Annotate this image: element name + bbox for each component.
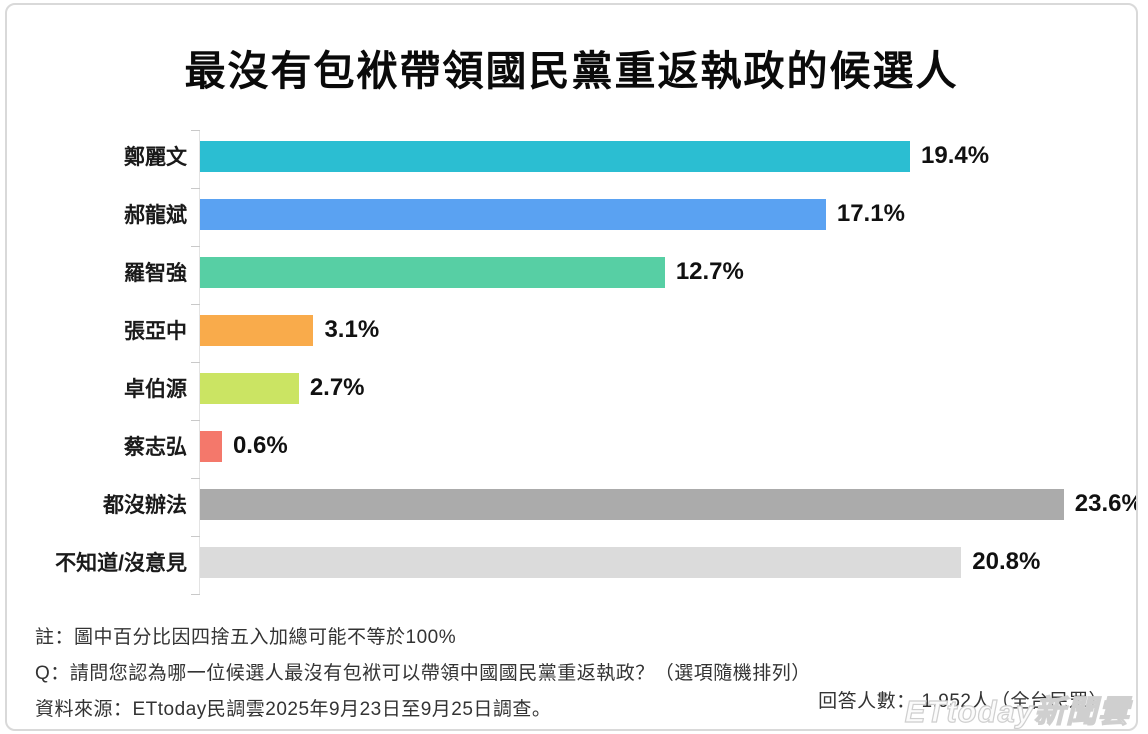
data-source: 資料來源：ETtoday民調雲2025年9月23日至9月25日調查。	[35, 699, 552, 720]
bar-track: 19.4%	[200, 140, 1136, 172]
category-label: 張亞中	[124, 320, 187, 343]
axis-tick	[191, 420, 200, 421]
bar-鄭麗文	[200, 140, 911, 172]
survey-question: Q：請問您認為哪一位候選人最沒有包袱可以帶領中國國民黨重返執政？（選項隨機排列）	[35, 663, 811, 684]
footnote-rounding: 註：圖中百分比因四捨五入加總可能不等於100%	[35, 627, 457, 648]
bar-track: 20.8%	[200, 546, 1136, 578]
category-label: 不知道/沒意見	[55, 552, 187, 575]
bar-track: 3.1%	[200, 314, 1136, 346]
bar-羅智強	[200, 256, 665, 288]
bar-row: 蔡志弘 0.6%	[7, 417, 1136, 475]
bar-都沒辦法	[200, 488, 1064, 520]
bar-row: 都沒辦法 23.6%	[7, 475, 1136, 533]
category-label: 鄭麗文	[124, 146, 187, 169]
bar-蔡志弘	[200, 430, 222, 462]
bar-track: 17.1%	[200, 198, 1136, 230]
category-label: 郝龍斌	[124, 204, 187, 227]
bar-track: 23.6%	[200, 488, 1138, 520]
value-label: 0.6%	[232, 432, 288, 459]
bar-row: 羅智強 12.7%	[7, 243, 1136, 301]
chart-title: 最沒有包袱帶領國民黨重返執政的候選人	[184, 48, 959, 94]
axis-tick	[191, 594, 200, 595]
bar-郝龍斌	[200, 198, 826, 230]
poll-chart-card: 最沒有包袱帶領國民黨重返執政的候選人 鄭麗文 19.4% 郝龍斌 17.1% 羅智強 12…	[5, 3, 1138, 731]
axis-tick	[191, 188, 200, 189]
value-label: 19.4%	[921, 142, 990, 169]
axis-tick	[191, 130, 200, 131]
bar-track: 0.6%	[200, 430, 1136, 462]
bar-track: 12.7%	[200, 256, 1136, 288]
axis-tick	[191, 478, 200, 479]
bar-row: 卓伯源 2.7%	[7, 359, 1136, 417]
respondent-count: 回答人數： 1,952人（全台民眾）	[818, 691, 1108, 712]
axis-tick	[191, 536, 200, 537]
category-label: 卓伯源	[124, 378, 187, 401]
bar-不知道/沒意見	[200, 546, 962, 578]
value-label: 17.1%	[836, 200, 905, 227]
bar-張亞中	[200, 314, 314, 346]
bar-track: 2.7%	[200, 372, 1136, 404]
category-label: 羅智強	[124, 262, 187, 285]
bar-row: 郝龍斌 17.1%	[7, 185, 1136, 243]
value-label: 23.6%	[1074, 490, 1138, 517]
axis-tick	[191, 362, 200, 363]
bar-chart-plot: 鄭麗文 19.4% 郝龍斌 17.1% 羅智強 12.7% 張亞中 3.1% 卓伯源 2.7% 蔡志…	[7, 127, 1136, 595]
value-label: 12.7%	[675, 258, 744, 285]
category-label: 都沒辦法	[103, 494, 187, 517]
value-label: 3.1%	[324, 316, 380, 343]
value-label: 2.7%	[309, 374, 365, 401]
bar-卓伯源	[200, 372, 299, 404]
bar-row: 張亞中 3.1%	[7, 301, 1136, 359]
axis-tick	[191, 304, 200, 305]
axis-tick	[191, 246, 200, 247]
value-label: 20.8%	[972, 548, 1041, 575]
category-label: 蔡志弘	[124, 436, 187, 459]
bar-row: 鄭麗文 19.4%	[7, 127, 1136, 185]
bar-row: 不知道/沒意見 20.8%	[7, 533, 1136, 591]
